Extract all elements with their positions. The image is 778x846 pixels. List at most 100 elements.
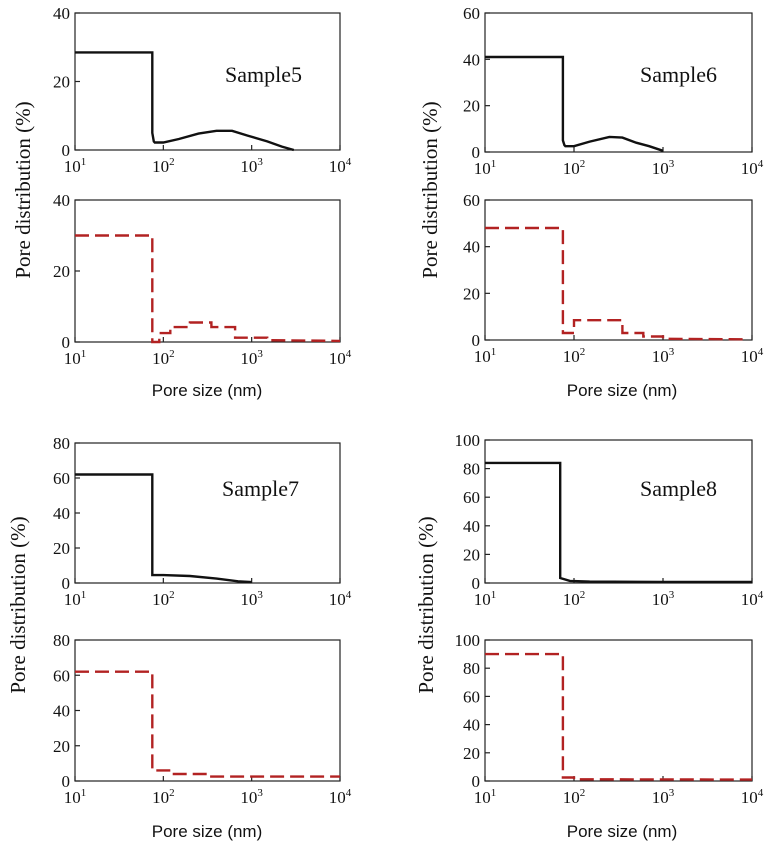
x-tick-base: 10 — [563, 788, 580, 807]
y-tick-label: 0 — [472, 574, 481, 593]
y-tick-label: 0 — [62, 141, 71, 160]
x-tick-label: 101 — [474, 787, 497, 807]
x-tick-label: 101 — [64, 156, 87, 176]
solid-series-line — [485, 461, 753, 584]
x-tick-base: 10 — [152, 349, 169, 368]
x-tick-base: 10 — [563, 590, 580, 609]
y-tick-label: 80 — [53, 631, 70, 650]
plot-frame — [74, 199, 341, 343]
x-tick-exponent: 1 — [81, 156, 87, 168]
dashed-series-line — [75, 670, 340, 778]
x-tick-exponent: 3 — [669, 158, 675, 170]
dashed-series-line — [75, 234, 341, 344]
x-tick-exponent: 3 — [669, 787, 675, 799]
dashed-series-line — [485, 652, 753, 781]
y-tick-label: 20 — [53, 737, 70, 756]
x-tick-label: 104 — [329, 156, 352, 176]
x-tick-base: 10 — [152, 157, 169, 176]
y-tick-label: 60 — [53, 469, 70, 488]
y-tick-label: 40 — [463, 517, 480, 536]
x-tick-base: 10 — [152, 788, 169, 807]
x-tick-exponent: 3 — [257, 156, 263, 168]
x-tick-label: 104 — [741, 589, 764, 609]
y-tick-label: 0 — [62, 333, 71, 352]
x-tick-exponent: 4 — [758, 589, 764, 601]
dashed-series-line — [485, 226, 744, 341]
x-tick-exponent: 4 — [758, 346, 764, 358]
x-tick-label: 101 — [474, 346, 497, 366]
y-tick-label: 100 — [455, 631, 481, 650]
x-tick-exponent: 3 — [257, 787, 263, 799]
x-tick-base: 10 — [474, 159, 491, 178]
y-tick-label: 20 — [53, 73, 70, 92]
x-tick-label: 104 — [329, 589, 352, 609]
sample-label: Sample5 — [225, 62, 302, 87]
x-tick-base: 10 — [329, 590, 346, 609]
y-tick-label: 0 — [472, 331, 481, 350]
x-tick-exponent: 1 — [491, 158, 497, 170]
x-tick-exponent: 1 — [491, 787, 497, 799]
y-tick-label: 20 — [463, 545, 480, 564]
x-tick-base: 10 — [240, 590, 257, 609]
x-tick-base: 10 — [152, 590, 169, 609]
x-tick-exponent: 2 — [580, 589, 586, 601]
y-tick-label: 20 — [463, 744, 480, 763]
x-tick-base: 10 — [64, 349, 81, 368]
x-tick-label: 103 — [652, 158, 675, 178]
x-tick-base: 10 — [652, 159, 669, 178]
x-axis-label-bottom-left: Pore size (nm) — [152, 822, 263, 841]
x-tick-base: 10 — [64, 590, 81, 609]
y-tick-label: 20 — [53, 539, 70, 558]
x-tick-base: 10 — [563, 159, 580, 178]
x-tick-exponent: 2 — [580, 787, 586, 799]
x-tick-label: 102 — [152, 348, 175, 368]
sample-label: Sample8 — [640, 476, 717, 501]
y-axis-label-top-right: Pore distribution (%) — [418, 101, 442, 278]
sample-label: Sample7 — [222, 476, 299, 501]
x-tick-exponent: 1 — [491, 589, 497, 601]
x-tick-exponent: 1 — [81, 787, 87, 799]
x-tick-exponent: 4 — [346, 589, 352, 601]
y-tick-label: 40 — [53, 504, 70, 523]
y-axis-label-bottom-left: Pore distribution (%) — [6, 516, 30, 693]
y-tick-label: 40 — [53, 702, 70, 721]
x-tick-exponent: 3 — [257, 589, 263, 601]
x-axis-label-top-left: Pore size (nm) — [152, 381, 263, 400]
x-tick-label: 102 — [563, 589, 586, 609]
y-tick-label: 0 — [62, 772, 71, 791]
x-tick-exponent: 3 — [669, 346, 675, 358]
x-tick-base: 10 — [741, 347, 758, 366]
x-tick-label: 102 — [563, 158, 586, 178]
y-tick-label: 0 — [472, 143, 481, 162]
x-tick-label: 101 — [474, 158, 497, 178]
y-tick-label: 40 — [463, 238, 480, 257]
x-axis-label-top-right: Pore size (nm) — [567, 381, 678, 400]
x-tick-base: 10 — [474, 347, 491, 366]
x-tick-label: 101 — [474, 589, 497, 609]
x-tick-exponent: 1 — [81, 348, 87, 360]
y-tick-label: 80 — [53, 434, 70, 453]
x-tick-exponent: 4 — [758, 158, 764, 170]
x-tick-label: 104 — [329, 787, 352, 807]
x-tick-base: 10 — [652, 788, 669, 807]
plot-frame — [484, 12, 753, 153]
solid-series-line — [75, 473, 252, 584]
x-tick-base: 10 — [64, 157, 81, 176]
x-tick-label: 102 — [152, 156, 175, 176]
x-tick-base: 10 — [240, 157, 257, 176]
y-tick-label: 60 — [463, 687, 480, 706]
y-tick-label: 80 — [463, 659, 480, 678]
x-tick-label: 102 — [152, 787, 175, 807]
y-tick-label: 60 — [53, 666, 70, 685]
y-tick-label: 60 — [463, 191, 480, 210]
x-tick-label: 102 — [563, 787, 586, 807]
y-tick-label: 60 — [463, 488, 480, 507]
plot-frame — [74, 639, 341, 782]
y-tick-label: 20 — [463, 97, 480, 116]
x-tick-exponent: 2 — [580, 346, 586, 358]
